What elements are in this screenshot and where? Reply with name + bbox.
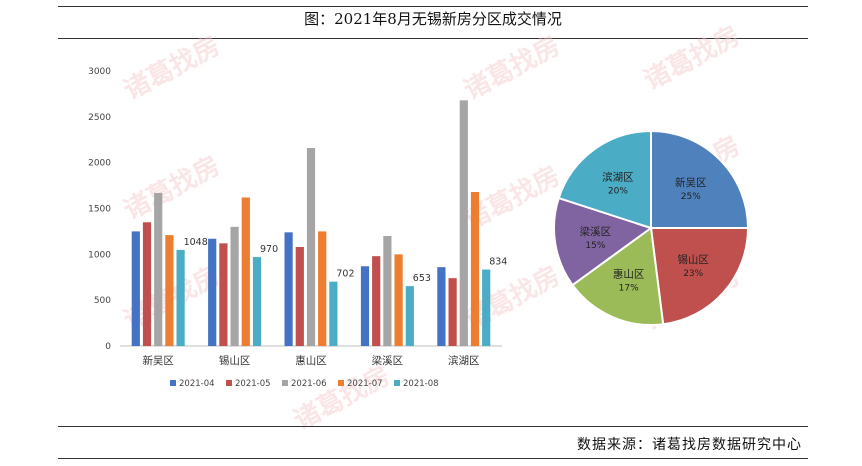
- bar-2021-05-惠山区: [295, 247, 304, 346]
- bar-2021-05-锡山区: [219, 243, 228, 346]
- bar-2021-08-滨湖区: [482, 269, 491, 346]
- bar-2021-06-滨湖区: [459, 100, 468, 346]
- legend-swatch: [282, 380, 288, 386]
- bar-2021-07-梁溪区: [394, 254, 403, 346]
- legend-label: 2021-06: [291, 379, 327, 389]
- y-tick-label: 3000: [88, 67, 111, 77]
- pie-slice-滨湖区: [557, 129, 652, 230]
- bar-2021-05-梁溪区: [372, 256, 381, 346]
- legend-swatch: [394, 380, 400, 386]
- legend-swatch: [226, 380, 232, 386]
- bar-2021-08-新吴区: [176, 249, 185, 346]
- x-tick-label: 惠山区: [295, 354, 327, 367]
- legend-label: 2021-08: [403, 379, 439, 389]
- bar-2021-07-惠山区: [318, 231, 327, 346]
- pie-label: 锡山区: [677, 253, 709, 266]
- x-tick-label: 滨湖区: [448, 354, 480, 367]
- pie-slice-新吴区: [650, 129, 750, 229]
- legend-swatch: [170, 380, 176, 386]
- bottom-rule: [58, 458, 808, 459]
- data-label: 1048: [184, 237, 208, 248]
- top-rule: [58, 6, 808, 7]
- bar-2021-08-梁溪区: [405, 286, 414, 346]
- bar-2021-07-新吴区: [165, 235, 174, 346]
- pie-percent-label: 15%: [585, 241, 605, 251]
- bar-2021-05-新吴区: [142, 222, 152, 346]
- y-tick-label: 1000: [88, 250, 111, 260]
- bar-2021-08-惠山区: [329, 281, 338, 346]
- pie-percent-label: 25%: [681, 192, 701, 202]
- legend-swatch: [338, 380, 344, 386]
- legend-label: 2021-04: [179, 379, 215, 389]
- y-tick-label: 2500: [88, 113, 111, 123]
- x-tick-label: 梁溪区: [372, 354, 404, 367]
- pie-label: 惠山区: [613, 268, 645, 281]
- x-tick-label: 新吴区: [142, 354, 174, 367]
- bar-2021-08-锡山区: [252, 257, 262, 346]
- bar-2021-04-滨湖区: [437, 267, 446, 346]
- data-label: 702: [336, 269, 354, 280]
- page-title: 图：2021年8月无锡新房分区成交情况: [304, 10, 562, 28]
- pie-slice-梁溪区: [553, 196, 654, 287]
- y-tick-label: 500: [94, 296, 111, 306]
- bar-2021-05-滨湖区: [448, 278, 457, 346]
- pie-percent-label: 20%: [608, 186, 628, 196]
- pie-label: 梁溪区: [580, 225, 612, 238]
- y-tick-label: 2000: [88, 159, 111, 169]
- data-label: 653: [413, 273, 431, 284]
- pie-slice-惠山区: [571, 226, 665, 326]
- bar-2021-06-新吴区: [154, 192, 163, 346]
- bar-2021-04-梁溪区: [360, 266, 370, 346]
- bar-2021-06-梁溪区: [383, 236, 392, 346]
- x-tick-label: 锡山区: [219, 354, 251, 367]
- bar-2021-07-滨湖区: [470, 192, 480, 346]
- bar-2021-06-锡山区: [230, 226, 239, 346]
- legend-label: 2021-07: [347, 379, 383, 389]
- bar-2021-07-锡山区: [241, 197, 250, 346]
- pie-label: 滨湖区: [602, 170, 634, 183]
- data-label: 970: [260, 244, 278, 255]
- y-tick-label: 0: [105, 342, 111, 352]
- pie-label: 新吴区: [675, 176, 707, 189]
- y-tick-label: 1500: [88, 205, 111, 215]
- source-note: 数据来源：诸葛找房数据研究中心: [577, 437, 802, 453]
- pie-percent-label: 23%: [683, 269, 703, 279]
- bar-2021-04-锡山区: [208, 238, 217, 346]
- pie-percent-label: 17%: [619, 284, 639, 294]
- data-label: 834: [489, 257, 507, 268]
- bar-2021-06-惠山区: [306, 148, 316, 346]
- bar-2021-04-惠山区: [284, 232, 293, 346]
- legend-label: 2021-05: [235, 379, 271, 389]
- bar-2021-04-新吴区: [131, 231, 140, 346]
- title-rule: [58, 38, 808, 39]
- source-top-rule: [58, 426, 808, 427]
- pie-slice-锡山区: [649, 227, 750, 326]
